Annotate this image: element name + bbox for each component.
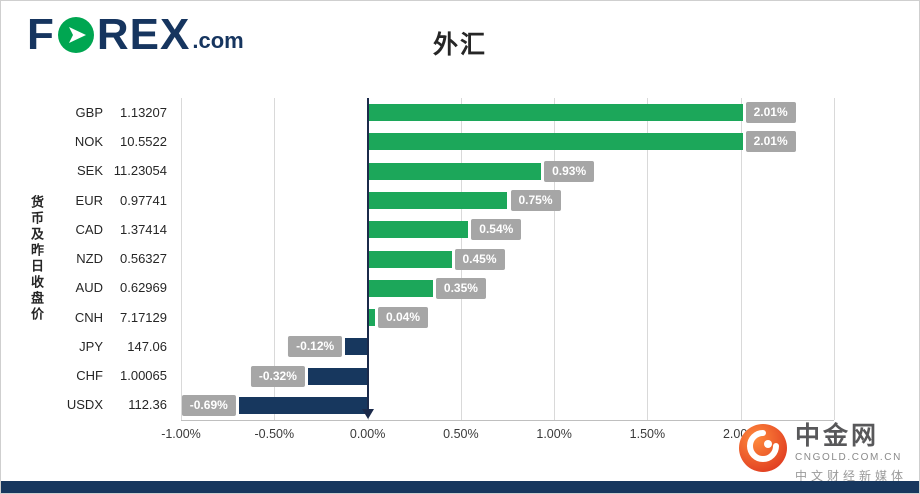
gridline	[181, 98, 182, 420]
category-label-row: CNH 7.17129	[57, 310, 167, 326]
forex-logo-o-arrow-icon	[57, 16, 95, 54]
x-axis-tick-label: 1.50%	[629, 427, 666, 441]
x-axis-tick-label: 0.50%	[443, 427, 479, 441]
gridline	[554, 98, 556, 420]
category-label-row: CHF 1.00065	[57, 368, 167, 384]
gridline	[834, 98, 835, 420]
bar-value-label: -0.32%	[250, 365, 305, 387]
x-axis-tick-label: -1.00%	[161, 427, 201, 441]
currency-code: CAD	[75, 221, 103, 237]
bar-value-label: 2.01%	[745, 131, 796, 153]
close-price: 0.97741	[120, 192, 167, 208]
bar-value-label: 0.04%	[378, 307, 429, 328]
close-price: 1.13207	[120, 104, 167, 120]
bar-value-label: 0.45%	[454, 248, 505, 270]
zero-axis-line	[366, 98, 369, 410]
x-axis-line	[181, 420, 834, 421]
bar-cnh	[367, 309, 376, 326]
currency-code: EUR	[75, 192, 103, 208]
currency-code: CNH	[74, 309, 103, 325]
x-axis-tick-label: 0.00%	[349, 427, 386, 441]
forex-logo-letters-rex: REX	[96, 10, 191, 59]
currency-code: SEK	[76, 163, 103, 179]
close-price: 1.00065	[120, 368, 167, 384]
gridline	[647, 98, 649, 420]
close-price: 112.36	[128, 397, 167, 413]
gridline	[740, 98, 742, 420]
currency-code: USDX	[66, 397, 103, 413]
bar-value-label: -0.12%	[288, 336, 343, 358]
category-label-row: NOK 10.5522	[57, 134, 167, 150]
category-label-row: NZD 0.56327	[57, 251, 167, 267]
category-label-row: GBP 1.13207	[57, 105, 167, 121]
zero-axis-arrow-icon	[361, 409, 374, 419]
cngold-text-block: 中金网 CNGOLD.COM.CN 中文财经新媒体	[795, 423, 907, 484]
cngold-watermark: 中金网 CNGOLD.COM.CN 中文财经新媒体	[738, 423, 907, 484]
bar-jpy	[345, 338, 368, 356]
bar-nzd	[367, 250, 452, 268]
chart-title: 外汇	[432, 31, 487, 59]
bar-gbp	[367, 104, 743, 122]
bar-nok	[367, 133, 743, 151]
bar-sek	[367, 162, 542, 180]
category-label-row: EUR 0.97741	[57, 193, 167, 209]
x-axis-tick-label: 1.00%	[536, 427, 572, 441]
bar-usdx	[238, 396, 368, 414]
currency-code: NOK	[74, 133, 103, 149]
cngold-logo-icon	[738, 423, 788, 478]
cngold-name: 中金网	[794, 422, 879, 450]
close-price: 0.62969	[120, 280, 167, 296]
category-label-row: JPY 147.06	[57, 339, 167, 355]
close-price: 7.17129	[120, 309, 167, 325]
currency-code: JPY	[79, 338, 103, 354]
bar-chf	[307, 367, 368, 385]
forex-logo: F REX .com	[27, 10, 244, 59]
cngold-tagline: 中文财经新媒体	[794, 469, 907, 483]
currency-code: AUD	[75, 280, 103, 296]
close-price: 11.23054	[113, 163, 167, 179]
bar-value-label: -0.69%	[181, 394, 236, 416]
forex-logo-dotcom: .com	[192, 28, 244, 53]
bar-cad	[367, 221, 469, 239]
bar-value-label: 0.35%	[435, 277, 486, 299]
bar-value-label: 2.01%	[745, 102, 796, 124]
bottom-navy-strip	[1, 481, 919, 493]
x-axis-tick-label: -0.50%	[254, 427, 295, 441]
gridline	[274, 98, 276, 420]
close-price: 10.5522	[120, 133, 167, 149]
close-price: 147.06	[127, 338, 167, 354]
close-price: 1.37414	[120, 221, 167, 237]
bar-value-label: 0.54%	[471, 219, 522, 241]
bar-aud	[367, 279, 433, 297]
bar-eur	[367, 192, 508, 209]
bar-value-label: 0.75%	[510, 190, 561, 211]
category-label-row: CAD 1.37414	[57, 222, 167, 238]
category-label-row: USDX 112.36	[57, 397, 167, 413]
currency-code: CHF	[76, 368, 103, 384]
cngold-domain: CNGOLD.COM.CN	[794, 452, 902, 463]
close-price: 0.56327	[120, 251, 167, 266]
category-label-row: SEK 11.23054	[57, 163, 167, 179]
bar-value-label: 0.93%	[544, 160, 595, 182]
category-label-row: AUD 0.62969	[57, 280, 167, 296]
y-axis-title: 货币及昨日收盘价	[29, 195, 44, 323]
currency-code: NZD	[76, 251, 103, 266]
currency-code: GBP	[75, 104, 103, 120]
forex-logo-letter-f: F	[27, 10, 55, 59]
